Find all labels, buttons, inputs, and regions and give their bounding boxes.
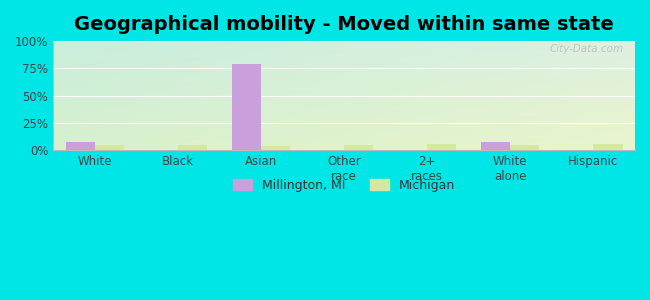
- Bar: [593, 144, 623, 150]
- Bar: [178, 145, 207, 150]
- Bar: [427, 144, 456, 150]
- Text: City-Data.com: City-Data.com: [549, 44, 623, 54]
- Bar: [510, 145, 540, 150]
- Bar: [261, 146, 290, 150]
- Bar: [66, 142, 95, 150]
- Legend: Millington, MI, Michigan: Millington, MI, Michigan: [228, 174, 460, 196]
- Bar: [232, 64, 261, 150]
- Title: Geographical mobility - Moved within same state: Geographical mobility - Moved within sam…: [74, 15, 614, 34]
- Bar: [481, 142, 510, 150]
- Bar: [95, 145, 124, 150]
- Bar: [344, 145, 373, 150]
